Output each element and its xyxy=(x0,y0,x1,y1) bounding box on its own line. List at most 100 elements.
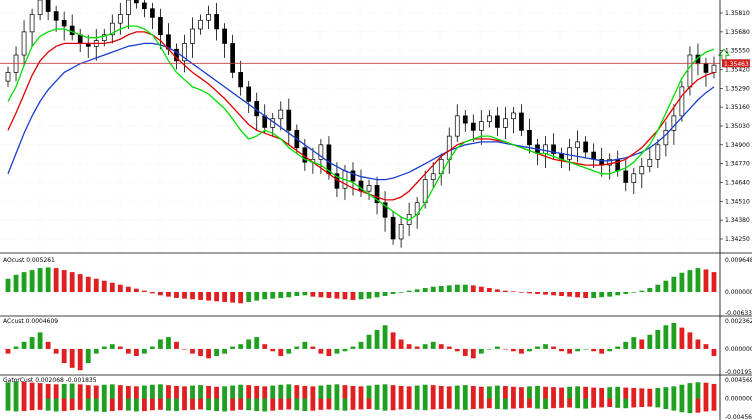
gator-lower-bar xyxy=(422,398,428,411)
candle xyxy=(150,2,155,29)
histogram-bar xyxy=(494,346,500,349)
histogram-bar xyxy=(230,346,236,349)
candle xyxy=(543,136,548,168)
candle xyxy=(374,176,380,215)
histogram-bar xyxy=(583,291,589,298)
candle-body xyxy=(575,141,580,149)
histogram-bar xyxy=(13,274,19,292)
histogram-bar xyxy=(190,291,195,300)
histogram-bar xyxy=(462,284,468,292)
candle xyxy=(190,17,195,58)
histogram-bar xyxy=(206,348,211,359)
gator-upper-bar xyxy=(599,387,605,399)
current-price-badge: 1.35463 xyxy=(722,59,750,68)
candle-body xyxy=(639,166,645,175)
gator-upper-bar xyxy=(53,384,59,399)
histogram-bar xyxy=(414,289,420,292)
candle xyxy=(262,104,268,134)
candle-body xyxy=(13,54,19,73)
candle-body xyxy=(527,129,532,146)
histogram-bar xyxy=(446,285,452,292)
histogram-bar xyxy=(519,348,524,354)
price-tick-label: 1.34250 xyxy=(725,236,750,243)
histogram-bar xyxy=(454,348,460,352)
gator-upper-bar xyxy=(93,385,99,399)
gator-upper-bar xyxy=(13,381,19,399)
gator-lower-bar xyxy=(230,398,236,411)
histogram-bar xyxy=(262,344,268,349)
candle-body xyxy=(430,173,436,180)
candle xyxy=(470,114,476,142)
histogram-bar xyxy=(318,348,324,354)
candle-body xyxy=(583,141,588,153)
gator-lower-bar xyxy=(13,398,19,412)
gator-upper-bar xyxy=(486,386,492,399)
gator-lower-bar xyxy=(45,398,51,411)
indicator-label: GatorCust 0.002068 -0.001835 xyxy=(3,377,97,384)
ma-mid-line xyxy=(7,31,715,201)
price-tick-label: 1.34770 xyxy=(725,161,750,168)
gator-upper-bar xyxy=(61,383,67,399)
histogram-bar xyxy=(382,325,388,349)
histogram-bar xyxy=(21,272,27,292)
candle-body xyxy=(45,0,51,12)
gator-upper-bar xyxy=(286,384,292,399)
histogram-bar xyxy=(655,330,661,349)
histogram-bar xyxy=(679,272,685,292)
gator-upper-bar xyxy=(222,386,228,399)
gator-lower-bar xyxy=(567,398,572,408)
gator-upper-bar xyxy=(454,385,460,399)
candle-body xyxy=(142,2,147,10)
gator-lower-bar xyxy=(527,398,532,408)
histogram-bar xyxy=(454,284,460,292)
gator-lower-bar xyxy=(5,398,11,411)
candle-body xyxy=(134,0,139,4)
candle xyxy=(206,5,211,29)
gator-lower-bar xyxy=(85,398,91,411)
histogram-bar xyxy=(438,344,444,349)
histogram-bar xyxy=(527,291,532,294)
candle-body xyxy=(687,54,693,88)
histogram-bar xyxy=(511,348,516,352)
gator-lower-bar xyxy=(206,398,211,411)
gator-upper-bar xyxy=(270,385,276,399)
candle-body xyxy=(37,0,43,15)
gator-upper-bar xyxy=(350,385,356,399)
histogram-bar xyxy=(45,341,51,349)
candle-body xyxy=(511,112,516,120)
histogram-bar xyxy=(21,341,27,349)
candle xyxy=(286,98,292,145)
candle-body xyxy=(487,115,492,123)
gator-lower-bar xyxy=(406,398,412,410)
gator-lower-bar xyxy=(350,398,356,410)
candle xyxy=(703,57,709,87)
candle xyxy=(69,14,75,41)
gator-lower-bar xyxy=(575,398,581,409)
candlesticks xyxy=(5,0,717,248)
gator-lower-bar xyxy=(246,398,252,411)
candle xyxy=(430,162,436,189)
histogram-bar xyxy=(5,278,11,292)
gator-lower-bar xyxy=(655,398,661,408)
histogram-bar xyxy=(350,346,356,349)
gator-upper-bar xyxy=(133,386,139,399)
histogram-bar xyxy=(406,344,412,349)
gator-upper-bar xyxy=(663,387,669,399)
histogram-bar xyxy=(422,344,428,349)
gator-upper-bar xyxy=(366,385,372,399)
main-price-panel[interactable] xyxy=(0,0,731,248)
gator-lower-bar xyxy=(133,398,139,412)
gator-lower-bar xyxy=(711,398,717,411)
histogram-bar xyxy=(615,291,621,296)
gator-lower-bar xyxy=(374,398,380,410)
gator-upper-bar xyxy=(687,383,693,399)
histogram-bar xyxy=(703,269,709,292)
candle-body xyxy=(567,147,572,160)
price-tick-label: 1.35810 xyxy=(725,10,750,17)
gator-lower-bar xyxy=(502,398,508,410)
candle-body xyxy=(446,135,452,160)
gator-upper-bar xyxy=(85,385,91,399)
gator-upper-bar xyxy=(206,385,211,399)
candle xyxy=(591,143,597,168)
